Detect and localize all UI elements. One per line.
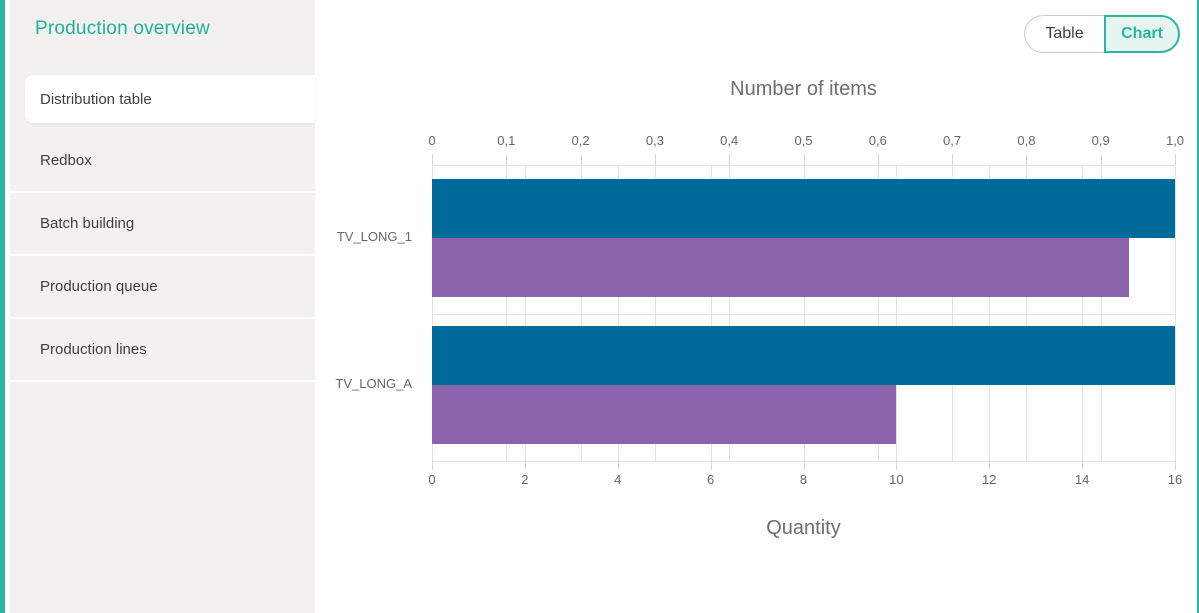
- top-axis-tick-label: 0,9: [1091, 133, 1110, 148]
- top-axis-tick-label: 0,2: [571, 133, 590, 148]
- top-axis-tick-label: 0,7: [943, 133, 962, 148]
- tick-mark: [1100, 154, 1102, 165]
- sidebar-item-production-queue[interactable]: Production queue: [10, 256, 315, 319]
- bottom-axis: 0 2 4 6 8 10 12 14 16: [428, 472, 1182, 489]
- bottom-axis-ticks: [432, 460, 1176, 470]
- sidebar: Production overview Distribution table Re…: [10, 0, 315, 613]
- tick-mark: [1175, 460, 1176, 470]
- top-axis-tick-label: 0,8: [1017, 133, 1036, 148]
- sidebar-item-distribution-table[interactable]: Distribution table: [25, 75, 315, 123]
- bottom-axis-tick-label: 8: [799, 472, 808, 487]
- bottom-axis-tick-label: 0: [428, 472, 436, 487]
- page-title: Production overview: [35, 18, 210, 39]
- top-axis-tick-label: 0,3: [645, 133, 664, 148]
- tick-mark: [580, 154, 582, 165]
- tick-mark: [877, 154, 879, 165]
- tick-mark: [952, 154, 954, 165]
- tick-mark: [432, 154, 433, 165]
- bottom-axis-tick-label: 6: [707, 472, 715, 487]
- tick-mark: [1175, 154, 1176, 165]
- gridline: [1175, 166, 1176, 461]
- tick-mark: [1082, 460, 1084, 470]
- bottom-axis-tick-label: 10: [889, 472, 904, 487]
- sidebar-item-redbox[interactable]: Redbox: [10, 130, 315, 193]
- top-axis-ticks: [432, 154, 1176, 165]
- chart-title-top: Number of items: [730, 78, 877, 100]
- top-axis: 0 0,1 0,2 0,3 0,4 0,5 0,6 0,7 0,8 0,9 1,0: [428, 133, 1184, 150]
- bar-quantity-tv-long-1[interactable]: [432, 238, 1129, 297]
- category-label-tv-long-a: TV_LONG_A: [335, 376, 412, 391]
- plot-area: [432, 165, 1176, 462]
- sidebar-item-batch-building[interactable]: Batch building: [10, 193, 315, 256]
- chart-title-bottom: Quantity: [766, 517, 841, 539]
- bar-number-of-items-tv-long-1[interactable]: [432, 179, 1175, 238]
- bottom-axis-tick-label: 4: [614, 472, 622, 487]
- chart-view-button[interactable]: Chart: [1104, 15, 1180, 53]
- top-axis-tick-label: 0,6: [868, 133, 887, 148]
- tick-mark: [710, 460, 712, 470]
- tick-mark: [989, 460, 991, 470]
- tick-mark: [729, 154, 731, 165]
- bottom-axis-tick-label: 2: [521, 472, 529, 487]
- tick-mark: [506, 154, 508, 165]
- top-axis-tick-label: 0,5: [794, 133, 813, 148]
- top-axis-tick-label: 0: [428, 133, 436, 148]
- sidebar-menu: Distribution table Redbox Batch building Pr…: [10, 75, 315, 382]
- category-label-tv-long-1: TV_LONG_1: [336, 229, 412, 244]
- bottom-axis-tick-label: 16: [1167, 472, 1183, 487]
- tick-mark: [524, 460, 526, 470]
- top-axis-tick-label: 0,1: [497, 133, 516, 148]
- bottom-axis-tick-label: 14: [1074, 472, 1090, 487]
- top-axis-tick-label: 1,0: [1165, 133, 1185, 148]
- table-view-button[interactable]: Table: [1024, 15, 1104, 53]
- bar-quantity-tv-long-a[interactable]: [432, 385, 897, 444]
- sidebar-item-production-lines[interactable]: Production lines: [10, 319, 315, 382]
- tick-mark: [896, 460, 898, 470]
- tick-mark: [432, 460, 433, 470]
- tick-mark: [654, 154, 656, 165]
- tick-mark: [803, 154, 805, 165]
- tick-mark: [803, 460, 805, 470]
- tick-mark: [617, 460, 619, 470]
- bar-number-of-items-tv-long-a[interactable]: [432, 326, 1175, 385]
- tick-mark: [1026, 154, 1028, 165]
- bottom-axis-tick-label: 12: [982, 472, 997, 487]
- category-separator-gridline: [432, 313, 1175, 315]
- view-toggle: Table Chart: [1024, 15, 1180, 53]
- top-axis-tick-label: 0,4: [720, 133, 739, 148]
